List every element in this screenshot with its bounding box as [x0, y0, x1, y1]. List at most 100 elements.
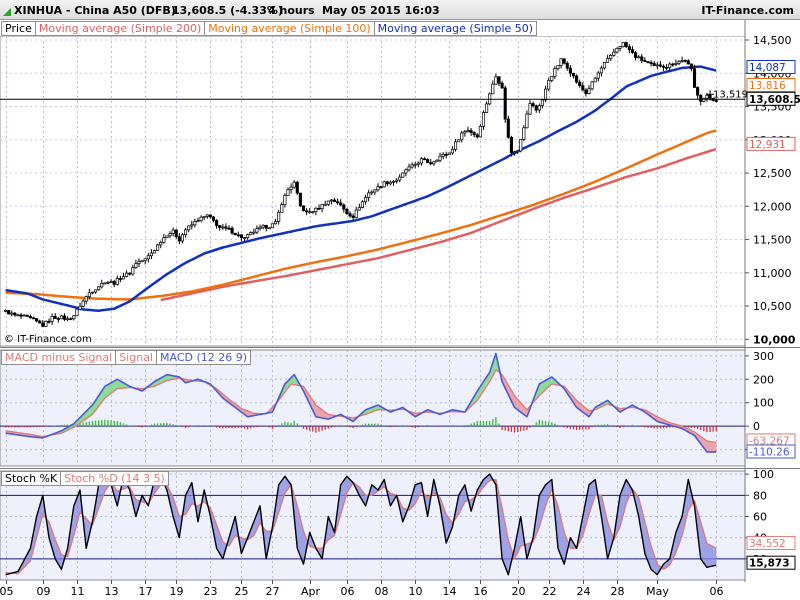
candle: [494, 73, 498, 85]
svg-text:13,816: 13,816: [749, 80, 786, 92]
stoch-fill: [250, 521, 254, 538]
x-tick-label: May: [646, 585, 669, 598]
candle: [584, 88, 588, 97]
macd-fill: [477, 386, 481, 401]
svg-text:-63.267: -63.267: [749, 435, 790, 447]
candle: [689, 63, 693, 72]
stoch-fill: [219, 533, 223, 559]
candle: [624, 41, 628, 49]
candle: [668, 62, 672, 72]
x-tick-label: 14: [443, 585, 457, 598]
candle: [7, 309, 11, 315]
candle: [62, 313, 67, 321]
macd-fill: [700, 436, 704, 448]
candle: [100, 279, 104, 289]
stoch-fill: [49, 521, 53, 549]
candle: [568, 65, 572, 77]
candle: [357, 203, 361, 211]
sma200-line: [160, 147, 717, 302]
candle: [38, 319, 42, 324]
macd-fill: [107, 382, 112, 396]
price-tick-label: 11,000: [753, 267, 792, 280]
stoch-fill: [303, 531, 307, 565]
candle: [202, 216, 206, 221]
macd-fill: [483, 376, 487, 392]
candle: [559, 58, 563, 69]
candle: [367, 189, 371, 202]
x-tick-label: 20: [512, 585, 526, 598]
candle: [292, 180, 296, 189]
candle: [171, 227, 175, 237]
candle: [159, 240, 163, 249]
legend-macd[interactable]: MACD (12 26 9): [156, 350, 252, 365]
stoch-fill: [281, 476, 285, 503]
stoch-fill: [654, 555, 658, 575]
candle: [267, 227, 271, 230]
site-label: IT-Finance.com: [701, 4, 794, 17]
legend-sma100[interactable]: Moving average (Simple 100): [204, 21, 375, 36]
legend-price[interactable]: Price: [1, 21, 36, 36]
candle: [118, 275, 122, 283]
candle: [121, 272, 126, 280]
quote-value: 13,608.5 (-4.33%): [172, 4, 283, 17]
stoch-fill: [651, 546, 655, 573]
macd-fill: [222, 393, 226, 401]
legend-macd-minus-signal[interactable]: MACD minus Signal: [1, 350, 117, 365]
candle: [109, 279, 113, 284]
candle: [590, 81, 594, 91]
candle: [699, 94, 703, 106]
candle: [621, 42, 625, 48]
candle: [450, 146, 454, 155]
candle: [587, 85, 591, 95]
candle: [596, 71, 600, 82]
x-tick-label: 27: [266, 585, 280, 598]
legend-signal[interactable]: Signal: [115, 350, 157, 365]
candle: [75, 308, 79, 317]
candle: [671, 62, 675, 67]
candle: [472, 130, 476, 138]
stoch-fill: [412, 484, 416, 507]
price-legend: Price Moving average (Simple 200) Moving…: [1, 21, 538, 36]
candle: [329, 199, 333, 205]
legend-stoch-d[interactable]: Stoch %D (14 3 5): [60, 471, 169, 486]
legend-stoch-k[interactable]: Stoch %K: [1, 471, 62, 486]
candle: [509, 135, 513, 157]
candle: [180, 233, 184, 244]
candle: [187, 225, 191, 233]
candle: [112, 279, 116, 288]
legend-sma200[interactable]: Moving average (Simple 200): [34, 21, 206, 36]
candle: [277, 210, 281, 225]
candle: [152, 249, 157, 254]
candle: [239, 234, 243, 242]
macd-line: [5, 352, 717, 453]
candle: [606, 54, 610, 63]
macd-value-tag: -110.26: [746, 444, 796, 459]
stoch-fill: [710, 545, 714, 567]
candle: [497, 76, 501, 87]
candle: [326, 200, 330, 206]
x-tick-label: 10: [409, 585, 423, 598]
candle: [50, 313, 54, 325]
candle: [19, 312, 23, 319]
candle: [376, 183, 380, 192]
candle: [556, 65, 560, 71]
interval-label: 4 hours: [268, 4, 315, 17]
candle: [537, 103, 541, 114]
candle: [16, 313, 20, 317]
macd-fill: [166, 374, 171, 381]
candle: [677, 60, 681, 66]
candle: [41, 319, 45, 327]
macd-fill: [111, 381, 115, 394]
candle: [438, 152, 442, 163]
instrument-title: XINHUA - China A50 (DFB): [14, 4, 176, 17]
stoch-fill: [564, 532, 568, 565]
candle: [258, 224, 262, 231]
macd-fill: [706, 440, 711, 452]
candle: [342, 203, 346, 213]
candle: [140, 260, 144, 263]
candle: [469, 127, 473, 136]
datetime-label: May 05 2015 16:03: [322, 4, 440, 17]
legend-sma50[interactable]: Moving average (Simple 50): [373, 21, 538, 36]
candle: [106, 280, 110, 285]
